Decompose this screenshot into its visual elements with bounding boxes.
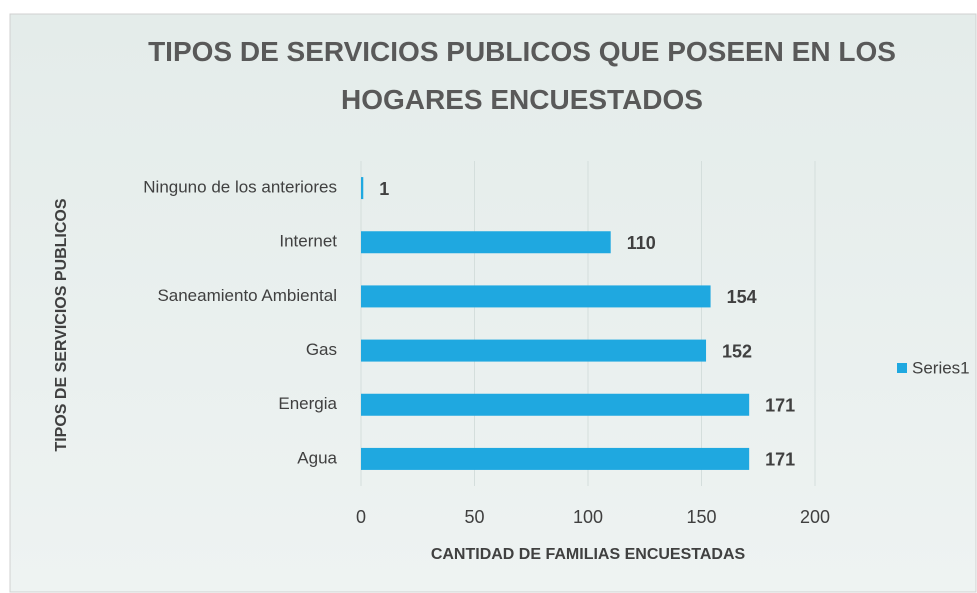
- x-tick-label: 200: [800, 507, 830, 527]
- y-tick-label: Ninguno de los anteriores: [143, 178, 337, 197]
- y-axis-title: TIPOS DE SERVICIOS PUBLICOS: [53, 198, 70, 451]
- data-label: 152: [722, 341, 752, 361]
- data-label: 110: [627, 233, 656, 253]
- data-label: 171: [765, 396, 795, 416]
- bar: [361, 177, 364, 200]
- x-tick-label: 100: [573, 507, 603, 527]
- data-label: 154: [727, 287, 757, 307]
- x-tick-label: 0: [356, 507, 366, 527]
- y-tick-label: Agua: [297, 448, 337, 467]
- bar: [361, 285, 711, 308]
- data-label: 1: [379, 179, 389, 199]
- legend-swatch: [897, 363, 907, 373]
- bar: [361, 339, 707, 362]
- bar: [361, 447, 750, 470]
- y-tick-label: Energia: [278, 394, 337, 413]
- y-tick-label: Internet: [279, 232, 337, 251]
- bar: [361, 231, 611, 254]
- x-axis-title: CANTIDAD DE FAMILIAS ENCUESTADAS: [431, 546, 746, 563]
- data-label: 171: [765, 450, 795, 470]
- x-tick-label: 50: [464, 507, 484, 527]
- chart-title: TIPOS DE SERVICIOS PUBLICOS QUE POSEEN E…: [148, 36, 896, 115]
- y-tick-label: Saneamiento Ambiental: [157, 286, 337, 305]
- y-tick-label: Gas: [306, 340, 337, 359]
- bar: [361, 393, 750, 416]
- x-tick-label: 150: [686, 507, 716, 527]
- legend-label: Series1: [912, 358, 970, 377]
